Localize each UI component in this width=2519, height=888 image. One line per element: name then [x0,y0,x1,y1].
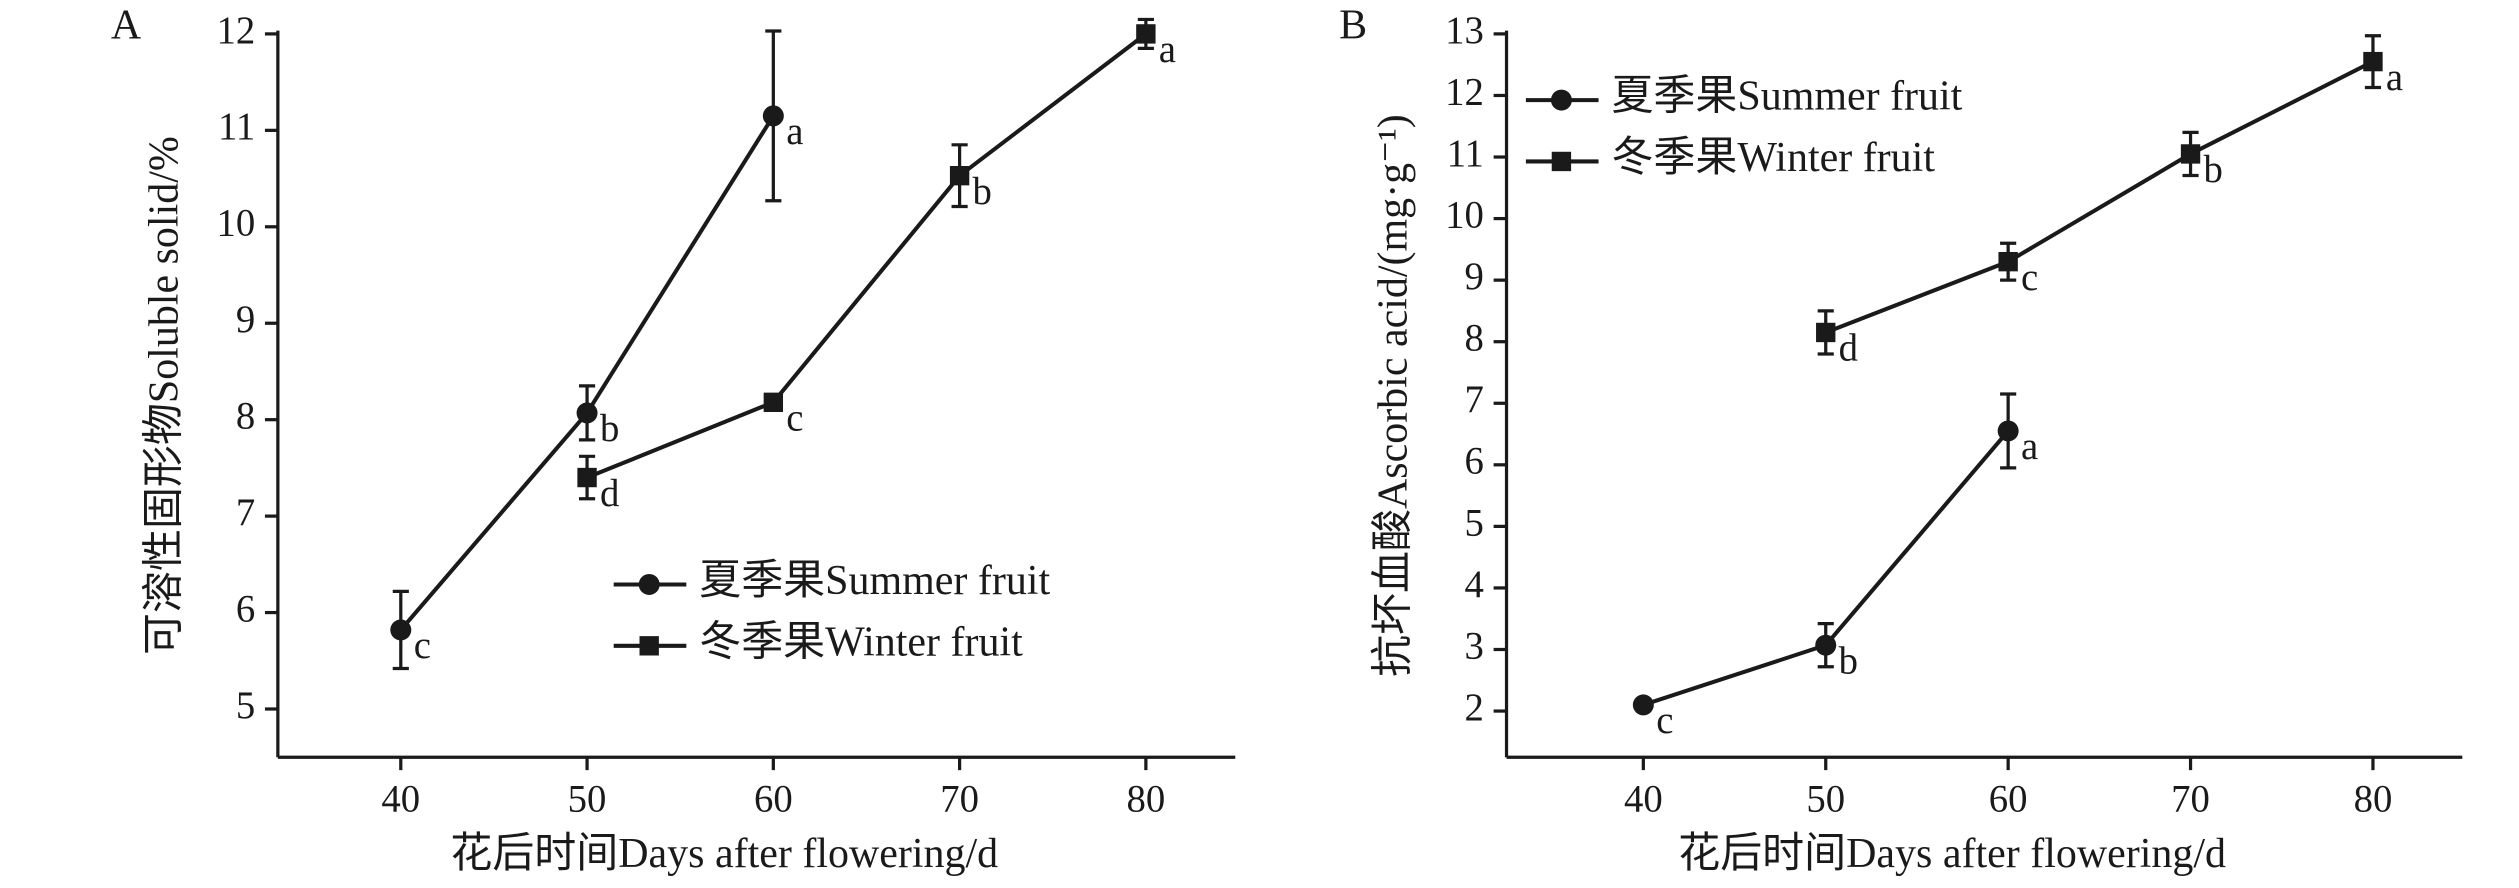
y-tick-label: 12 [1445,70,1484,113]
y-tick-label: 7 [236,491,255,534]
series-line [1825,59,2374,335]
x-tick-label: 50 [568,777,607,820]
significance-letter: a [2386,56,2403,99]
marker [1816,322,1836,343]
y-tick-label: 9 [1465,255,1484,298]
y-tick-label: 10 [217,202,256,245]
y-tick-label: 7 [1465,378,1484,421]
significance-letter: a [786,110,803,153]
significance-letter: b [1839,639,1858,682]
y-tick-label: 8 [1465,317,1484,360]
significance-letter: c [1656,699,1673,742]
significance-letter: b [600,407,619,450]
legend-label: 冬季果Winter fruit [1611,135,1935,181]
marker [2180,144,2201,164]
marker [949,165,970,186]
y-tick-label: 10 [1445,193,1484,236]
legend-marker [638,573,660,595]
x-tick-label: 80 [1127,777,1166,820]
x-tick-label: 70 [940,777,979,820]
significance-letter: a [2021,425,2038,468]
x-tick-label: 40 [381,777,420,820]
legend-marker [1550,89,1572,111]
significance-letter: b [973,170,992,213]
x-tick-label: 50 [1806,777,1845,820]
legend-label: 夏季果Summer fruit [1611,74,1962,120]
x-axis-label: 花后时间Days after flowering/d [1678,831,2226,877]
marker [390,619,412,641]
y-tick-label: 8 [236,395,255,438]
x-tick-label: 40 [1624,777,1663,820]
x-tick-label: 70 [2171,777,2210,820]
y-tick-label: 5 [1465,501,1484,544]
y-axis-label: 抗坏血酸Ascorbic acid/(mg·g⁻¹) [1369,114,1416,677]
significance-letter: d [1839,327,1858,370]
legend-marker [639,636,659,656]
significance-letter: c [2021,256,2038,299]
significance-letter: c [414,624,431,667]
marker [1998,251,2018,272]
y-tick-label: 4 [1465,563,1484,606]
series-line [399,114,776,632]
y-tick-label: 11 [1447,132,1484,175]
significance-letter: d [600,472,619,515]
y-tick-label: 6 [1465,440,1484,483]
panel-label: B [1339,3,1367,49]
y-tick-label: 3 [1465,624,1484,667]
marker [577,467,597,488]
x-tick-label: 80 [2354,777,2393,820]
legend-label: 夏季果Summer fruit [699,558,1050,604]
significance-letter: a [1159,28,1176,71]
y-tick-label: 9 [236,298,255,341]
y-axis-label: 可溶性固形物Soluble solid/% [141,136,188,655]
marker [763,392,784,413]
marker [1997,420,2019,442]
x-axis-label: 花后时间Days after flowering/d [450,831,998,877]
y-tick-label: 6 [236,587,255,630]
series-line [586,32,1148,480]
marker [1632,694,1654,716]
y-tick-label: 12 [217,9,256,52]
legend-label: 冬季果Winter fruit [699,619,1023,665]
y-tick-label: 11 [218,105,255,148]
x-tick-label: 60 [754,777,793,820]
x-tick-label: 60 [1989,777,2028,820]
marker [2363,51,2383,72]
y-tick-label: 2 [1465,686,1484,729]
significance-letter: b [2203,148,2222,191]
legend-marker [1551,151,1572,172]
marker [576,402,598,424]
marker [762,105,784,127]
marker [1815,634,1837,656]
y-tick-label: 13 [1445,9,1484,52]
panel-label: A [111,3,141,49]
marker [1136,24,1156,44]
significance-letter: c [786,397,803,440]
y-tick-label: 5 [236,684,255,727]
